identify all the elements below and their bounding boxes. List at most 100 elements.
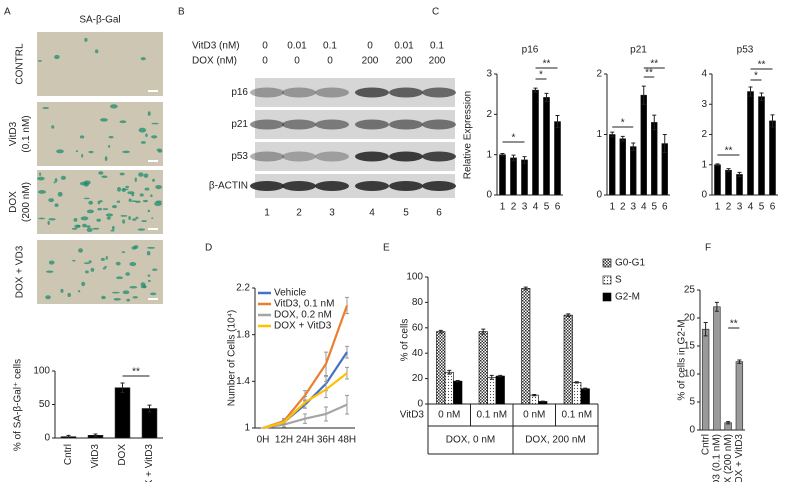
error-bar [652,114,657,131]
y-tick-label: 2.2 [236,283,250,294]
stain [72,259,76,262]
stain [77,290,81,293]
dose-label: 0 [262,41,268,52]
dose-label: 0.1 [430,41,444,52]
stain [121,251,126,253]
treatment-label: DOX (nM) [192,56,237,67]
treatment-label: VitD3 (nM) [192,41,240,52]
stain [147,246,155,249]
protein-label: p53 [231,151,248,162]
bar [580,388,590,405]
stain [56,149,64,154]
band [250,119,284,130]
stain [147,279,151,282]
scale-bar [148,160,158,162]
y-tick-label: 40 [412,348,424,359]
stain [105,213,114,217]
stain [108,144,111,148]
bar [619,138,626,196]
stain [101,295,106,300]
stain [82,223,87,228]
error-bar [715,163,720,167]
series-line [262,372,348,430]
bar [521,288,531,405]
group-label: DOX, 0 nM [446,435,495,446]
band [389,181,423,191]
band [422,119,456,130]
lane-label: 5 [403,208,409,219]
stain [138,127,147,133]
error-bar [438,329,443,334]
error-bar [737,171,742,178]
error-bar [726,421,731,425]
stain [100,118,108,122]
x-tick-label: 6 [662,202,668,213]
band [389,87,423,98]
dose-label: 0.01 [394,41,414,52]
bar [532,89,539,196]
row-label: CONTRL [15,43,26,85]
stain [104,265,107,268]
stain [95,49,99,54]
significance-label: ** [730,319,738,330]
legend-label: S [615,275,622,286]
bar [478,331,488,405]
band [282,119,316,130]
stain [150,292,157,296]
bar [510,157,517,196]
x-tick-label: Cntrl [700,434,711,455]
stain [131,200,137,203]
dose-label: 0 [327,56,333,67]
error-bar [737,359,742,364]
legend-label: DOX, 0.2 nM [274,310,332,321]
stain [131,246,137,250]
band [250,181,284,191]
error-bar [522,156,527,164]
lane-label: 2 [296,208,302,219]
stain [42,107,50,109]
significance-label: ** [650,59,658,70]
error-bar [726,168,731,173]
band [282,87,316,98]
x-tick-label: 5 [759,202,765,213]
x-tick-label: 48H [338,435,356,446]
error-bar [555,115,560,129]
stain [132,296,139,299]
row-label: DOX [8,191,19,213]
band [282,151,316,162]
y-tick-label: 100 [33,366,50,377]
x-tick-label: 4 [641,202,647,213]
bar [114,387,131,439]
micrograph [37,32,163,96]
y-tick-label: 2 [701,129,707,140]
x-tick-label: 2 [620,202,626,213]
stain [138,172,144,177]
x-tick-label: Cntrl [63,444,74,465]
dose-label: 200 [396,56,413,67]
y-tick-label: 80 [412,297,424,308]
stain [88,150,94,154]
stain [111,291,120,294]
stain [86,227,93,232]
error-bar [748,86,753,97]
bar [747,91,754,196]
y-tick-label: 4 [701,69,707,80]
lane-label: 4 [369,208,375,219]
y-tick-label: 60 [412,322,424,333]
band [422,87,456,98]
error-bar [511,154,516,162]
error-bar [345,366,349,380]
stain [48,260,55,265]
stain [101,175,108,178]
stain [86,225,91,229]
stain [140,57,146,61]
stain [90,267,95,272]
stain [150,194,153,198]
bar [141,408,158,439]
stain [97,207,103,211]
stain [108,135,114,139]
lane-label: 6 [436,208,442,219]
error-bar [641,85,646,105]
bar [499,154,506,196]
